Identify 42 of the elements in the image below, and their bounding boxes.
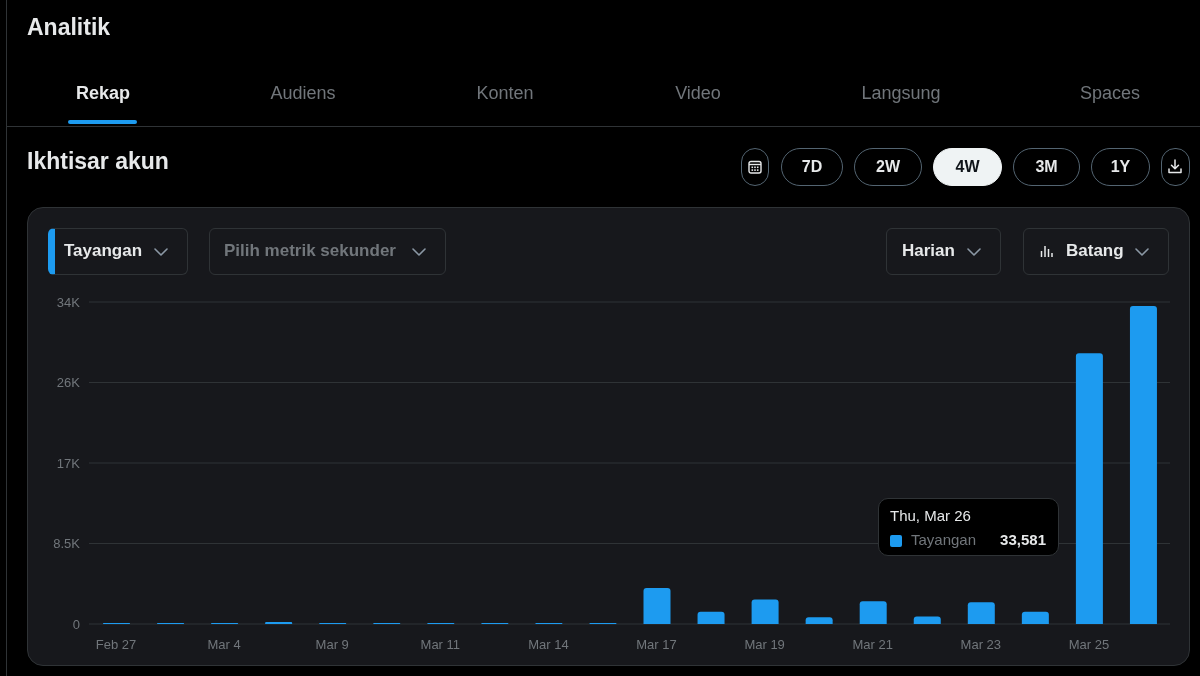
- y-tick-label: 26K: [56, 375, 81, 391]
- text: Harian: [902, 241, 955, 260]
- x-tick-label: Feb 27: [95, 637, 137, 653]
- bar: [913, 616, 941, 624]
- text: Konten: [476, 83, 534, 103]
- text: Langsung: [861, 83, 941, 103]
- y-tick-label: 8.5K: [53, 536, 81, 552]
- bar: [967, 602, 995, 624]
- chart-subtitle: Ikhtisar akun: [27, 148, 169, 174]
- text: Pilih metrik sekunder: [224, 241, 396, 260]
- chart-title: Analitik: [27, 14, 111, 40]
- bar: [1021, 611, 1049, 624]
- tooltip: Thu, Mar 26 Tayangan 33,581: [878, 498, 1059, 556]
- bar: [1075, 353, 1103, 624]
- text: Batang: [1066, 241, 1124, 260]
- x-tick-label: Mar 11: [420, 637, 461, 653]
- annotation: Tayangan: [911, 531, 977, 548]
- bar: [643, 588, 671, 624]
- x-tick-label: Mar 21: [852, 637, 893, 653]
- bar: [1129, 305, 1157, 624]
- text: Video: [675, 83, 721, 103]
- bar: [859, 601, 887, 624]
- annotation: Thu, Mar 26: [890, 507, 971, 524]
- text: Rekap: [75, 83, 131, 103]
- text: Spaces: [1079, 83, 1141, 103]
- x-tick-label: Mar 9: [315, 637, 349, 653]
- y-tick-label: 0: [72, 616, 80, 632]
- x-tick-label: Mar 17: [636, 637, 677, 653]
- text: Audiens: [270, 83, 336, 103]
- x-tick-label: Mar 14: [528, 637, 569, 653]
- period-button: 4W: [933, 148, 1002, 186]
- y-tick-label: 17K: [56, 455, 81, 471]
- bar: [751, 599, 779, 624]
- annotation: 33,581: [1000, 531, 1046, 548]
- bar: [805, 617, 833, 624]
- x-tick-label: Mar 25: [1068, 637, 1110, 653]
- text: Tayangan: [64, 241, 143, 260]
- x-tick-label: Mar 4: [207, 637, 241, 653]
- x-tick-label: Mar 23: [960, 637, 1002, 653]
- y-tick-label: 34K: [56, 294, 81, 310]
- bar: [697, 611, 725, 624]
- x-tick-label: Mar 19: [744, 637, 785, 653]
